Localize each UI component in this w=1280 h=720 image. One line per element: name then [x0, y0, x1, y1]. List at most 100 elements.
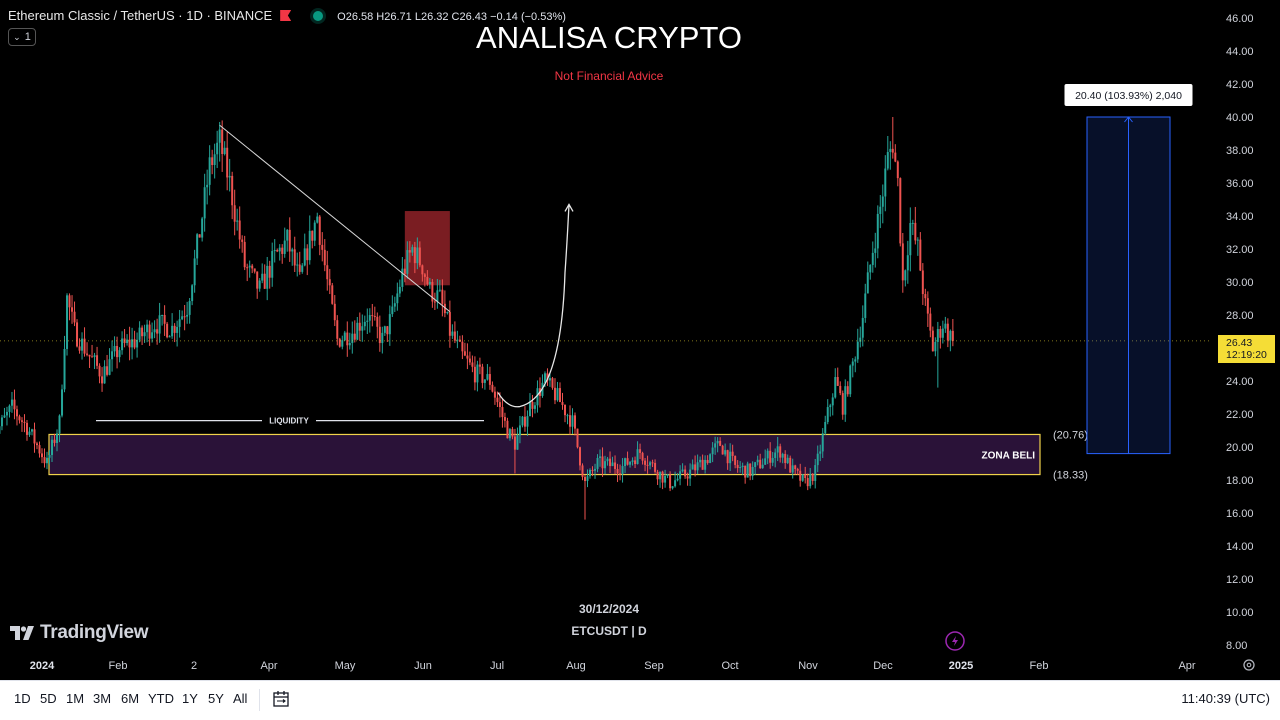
candle	[186, 315, 188, 317]
price-tick-label: 34.00	[1226, 211, 1254, 223]
price-tick-label: 12.00	[1226, 574, 1254, 586]
candle	[276, 250, 278, 251]
range-button-6m[interactable]: 6M	[121, 691, 139, 706]
candle	[752, 467, 754, 476]
candle	[919, 240, 921, 271]
candle	[672, 486, 674, 488]
candle	[71, 307, 73, 311]
candle	[281, 248, 283, 254]
range-button-1y[interactable]: 1Y	[182, 691, 198, 706]
chart-legend[interactable]: Ethereum Classic / TetherUS · 1D · BINAN…	[8, 8, 566, 23]
candle	[667, 474, 669, 475]
candle	[684, 469, 686, 476]
candle	[319, 217, 321, 245]
candle	[194, 258, 196, 285]
time-tick-label: 2024	[30, 660, 55, 672]
candle	[484, 380, 486, 383]
candle	[406, 250, 408, 274]
time-tick-label: 2	[191, 660, 197, 672]
candle	[329, 279, 331, 285]
candle	[424, 274, 426, 277]
candle	[139, 328, 141, 340]
candle	[201, 218, 203, 237]
candle	[464, 351, 466, 355]
candle	[18, 416, 20, 420]
candle	[947, 324, 949, 341]
candle	[637, 449, 639, 464]
flag-icon[interactable]	[280, 10, 291, 21]
candle	[607, 459, 609, 461]
tradingview-logo[interactable]: TradingView	[10, 622, 148, 644]
price-tick-label: 14.00	[1226, 541, 1254, 553]
candle	[649, 462, 651, 465]
range-button-3m[interactable]: 3M	[93, 691, 111, 706]
candle	[94, 355, 96, 357]
candle	[887, 152, 889, 168]
candle	[604, 461, 606, 468]
candle	[229, 176, 231, 178]
date-range-calendar-icon[interactable]	[272, 690, 290, 708]
candle	[334, 304, 336, 320]
candle	[199, 234, 201, 237]
candle	[239, 221, 241, 240]
candle	[86, 354, 88, 355]
candle	[879, 207, 881, 214]
price-chart[interactable]: ZONA BELI (20.76) (18.33) LIQUIDITY 20.4…	[0, 0, 1280, 680]
range-button-all[interactable]: All	[233, 691, 247, 706]
time-tick-label: Apr	[260, 660, 277, 672]
candle	[346, 333, 348, 346]
axis-settings-icon[interactable]	[1244, 660, 1254, 670]
candle	[224, 148, 226, 154]
candle	[211, 157, 213, 165]
candle	[36, 443, 38, 445]
candle	[259, 281, 261, 289]
candle	[917, 240, 919, 241]
candle	[154, 329, 156, 332]
candle	[176, 327, 178, 333]
candle	[81, 339, 83, 351]
collapse-legend-button[interactable]: ⌄ 1	[8, 28, 36, 46]
buy-zone-rect[interactable]	[49, 434, 1040, 474]
candle	[652, 462, 654, 463]
candle	[356, 323, 358, 340]
candle	[772, 458, 774, 463]
candle	[704, 460, 706, 470]
candle	[589, 470, 591, 476]
symbol-title[interactable]: Ethereum Classic / TetherUS · 1D · BINAN…	[8, 8, 272, 23]
candle	[246, 267, 248, 268]
candle	[436, 290, 438, 301]
candle	[647, 465, 649, 466]
candle	[862, 318, 864, 338]
range-button-1d[interactable]: 1D	[14, 691, 31, 706]
candle	[789, 458, 791, 473]
candle	[266, 266, 268, 289]
utc-clock[interactable]: 11:40:39 (UTC)	[1181, 691, 1270, 706]
candle	[827, 407, 829, 422]
candle	[702, 460, 704, 470]
candle	[3, 415, 5, 417]
candle	[514, 436, 516, 449]
candle	[144, 332, 146, 336]
candle	[61, 389, 63, 415]
range-button-5d[interactable]: 5D	[40, 691, 57, 706]
watermark-date: 30/12/2024	[579, 602, 639, 616]
candle	[121, 338, 123, 350]
candle	[762, 465, 764, 468]
range-button-1m[interactable]: 1M	[66, 691, 84, 706]
projection-arrow[interactable]	[498, 204, 569, 406]
range-button-ytd[interactable]: YTD	[148, 691, 174, 706]
buy-zone-label: ZONA BELI	[981, 451, 1035, 462]
candle	[434, 301, 436, 302]
collapse-count: 1	[25, 31, 31, 43]
candle	[184, 316, 186, 317]
range-button-5y[interactable]: 5Y	[208, 691, 224, 706]
candle	[909, 223, 911, 255]
tradingview-logo-text: TradingView	[40, 622, 148, 644]
candle	[33, 429, 35, 443]
candle	[191, 285, 193, 301]
candle	[304, 248, 306, 265]
lightning-icon[interactable]	[946, 632, 964, 650]
candle	[882, 196, 884, 206]
price-axis[interactable]: 46.0044.0042.0040.0038.0036.0034.0032.00…	[1226, 13, 1254, 652]
